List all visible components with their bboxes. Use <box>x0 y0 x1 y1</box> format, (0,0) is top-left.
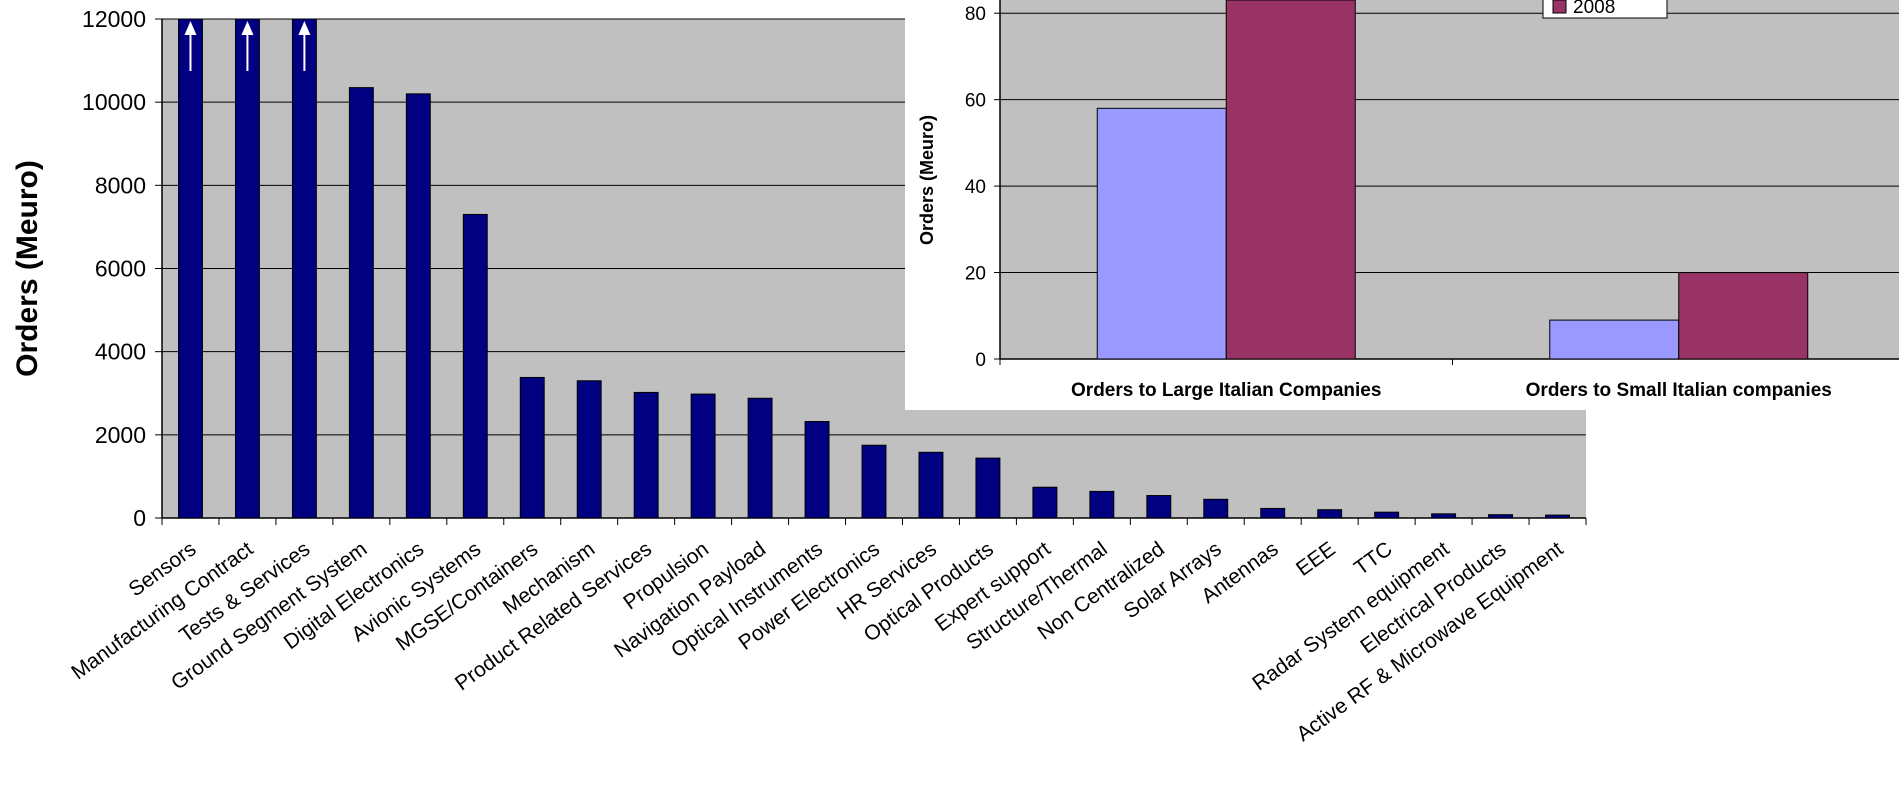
bar-propulsion <box>690 393 716 519</box>
bar-avionic-systems <box>462 213 488 519</box>
inset-legend: 2008 <box>1542 0 1668 19</box>
legend-box <box>1542 0 1668 19</box>
legend-label-2008: 2008 <box>1573 0 1615 18</box>
bar-antennas <box>1260 507 1286 519</box>
inset-y-axis-label: Orders (Meuro) <box>917 115 937 245</box>
bar-mechanism <box>576 380 602 519</box>
bar-tests-services <box>291 18 317 519</box>
bar-optical-instruments <box>804 421 830 519</box>
bar-eee <box>1317 509 1343 519</box>
bar-radar-system-equipment <box>1431 513 1457 519</box>
y-tick-label: 8000 <box>95 172 146 198</box>
bar-sensors <box>178 18 203 519</box>
y-tick-label: 6000 <box>95 256 146 282</box>
bar-optical-products <box>975 457 1001 519</box>
off-scale-arrow-head <box>241 21 254 35</box>
inset-chart-panel: 0 20 40 60 80 Orders to Large Italian Compani… <box>905 0 1899 410</box>
bar-active-rf-microwave-equipment <box>1545 514 1570 519</box>
y-tick-label: 4000 <box>95 339 146 365</box>
inset-x-category-label: Orders to Large Italian Companies <box>1071 380 1381 401</box>
y-tick-label: 2000 <box>95 422 146 448</box>
bar-non-centralized <box>1146 495 1172 519</box>
y-tick-label: 0 <box>133 505 146 531</box>
y-tick-label: 10000 <box>82 89 146 115</box>
bar-navigation-payload <box>747 397 773 519</box>
bar-power-electronics <box>861 444 887 519</box>
y-axis-label: Orders (Meuro) <box>11 160 44 377</box>
legend-swatch-2008 <box>1552 0 1567 14</box>
inset-x-category-label: Orders to Small Italian companies <box>1526 380 1832 401</box>
off-scale-arrow-head <box>184 21 197 35</box>
orders-italian-companies-chart: 0 20 40 60 80 Orders to Large Italian Compani… <box>917 0 1899 401</box>
bar-solar-arrays <box>1203 498 1229 519</box>
inset-y-tick-label: 80 <box>965 4 986 25</box>
bar-electrical-products <box>1488 514 1514 519</box>
bar-ground-segment-system <box>348 87 374 519</box>
inset-y-tick-label: 20 <box>965 264 986 285</box>
bar-mgse-containers <box>519 376 545 519</box>
inset-y-tick-label: 0 <box>975 350 986 371</box>
bar-product-related-services <box>633 391 659 519</box>
bar-ttc <box>1374 511 1400 519</box>
inset-y-tick-label: 60 <box>965 91 986 112</box>
bar-manufacturing-contract <box>234 18 260 519</box>
x-category-label: EEE <box>1292 537 1340 580</box>
bar-structure-thermal <box>1089 490 1115 519</box>
off-scale-arrow-head <box>298 21 311 35</box>
y-tick-label: 12000 <box>82 6 146 32</box>
inset-bar-orders-to-small-italian-companies-series-1 <box>1678 272 1809 360</box>
bar-expert-support <box>1032 486 1058 519</box>
inset-y-tick-label: 40 <box>965 177 986 198</box>
inset-bar-orders-to-large-italian-companies-series-1 <box>1225 0 1356 360</box>
bar-hr-services <box>918 451 944 519</box>
bar-digital-electronics <box>405 93 431 519</box>
inset-bar-orders-to-small-italian-companies-series-0 <box>1549 319 1680 360</box>
inset-bar-orders-to-large-italian-companies-series-0 <box>1096 107 1227 360</box>
